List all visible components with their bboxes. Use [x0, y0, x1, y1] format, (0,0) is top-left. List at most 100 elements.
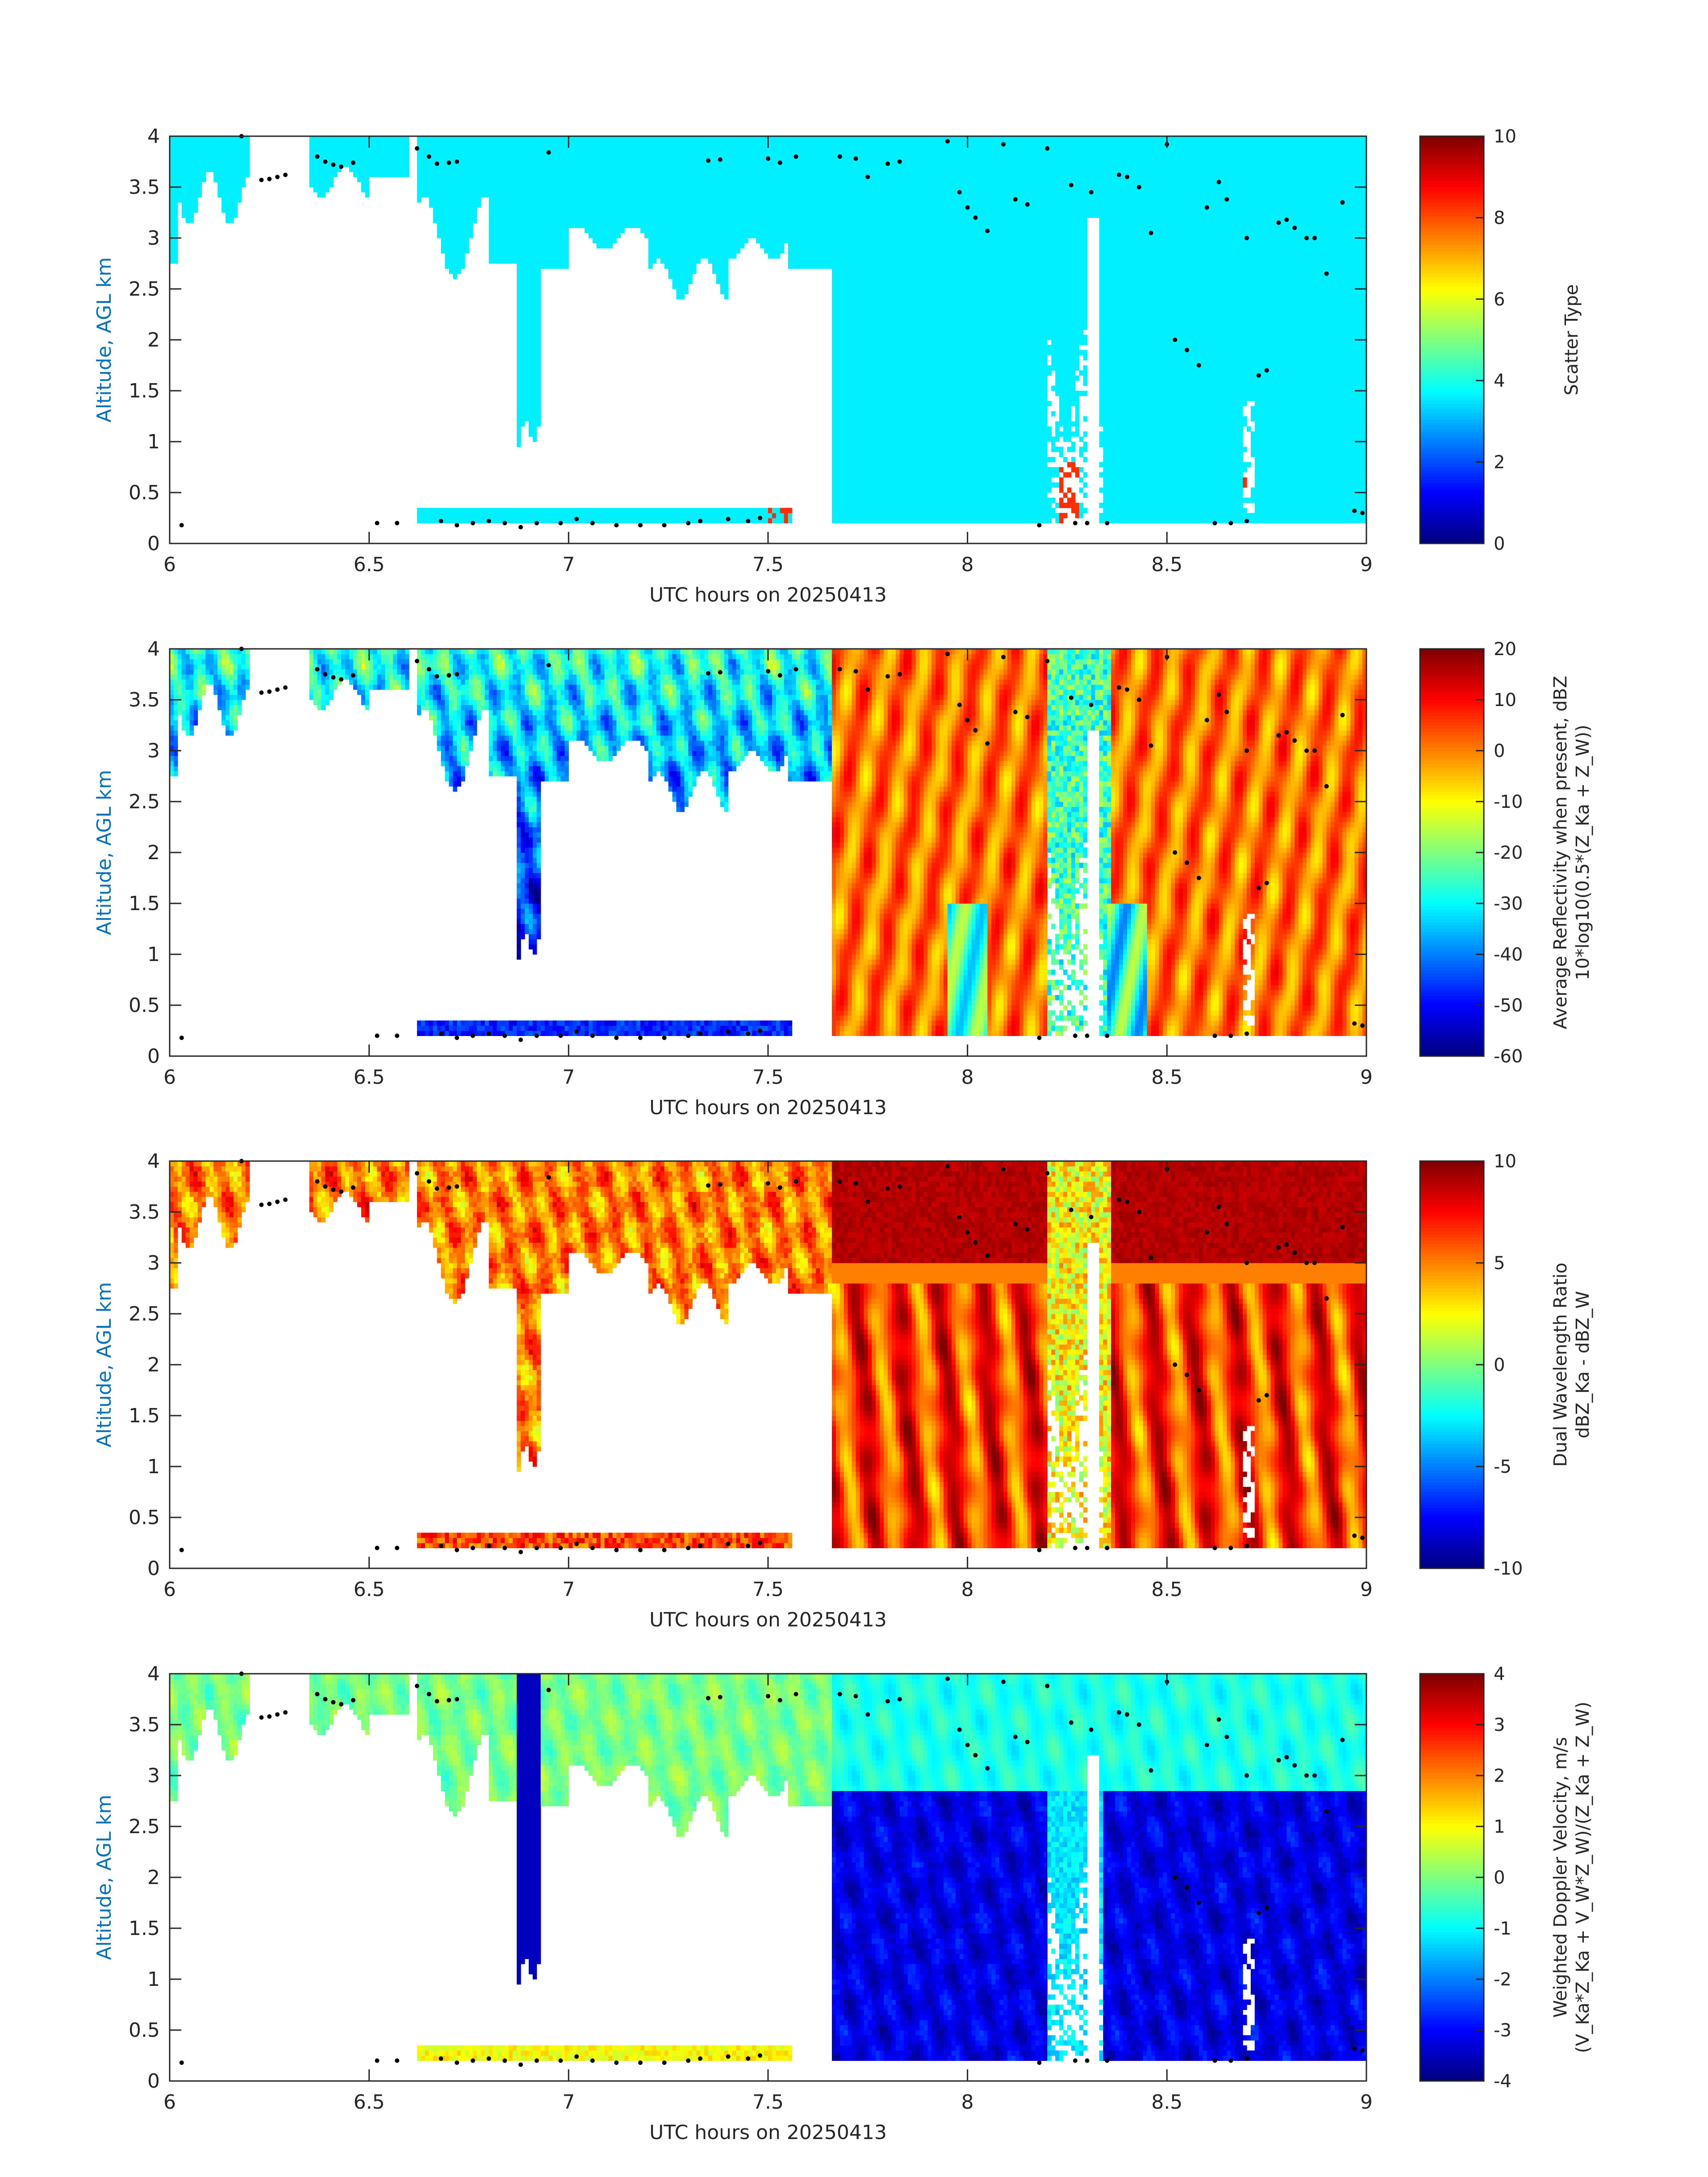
- heatmap-cell: [541, 518, 545, 523]
- heatmap-cell: [529, 187, 533, 192]
- heatmap-cell: [549, 233, 553, 238]
- heatmap-cell: [541, 187, 545, 192]
- heatmap-cell: [609, 151, 613, 157]
- heatmap-cell: [521, 217, 525, 223]
- heatmap-cell: [493, 259, 497, 264]
- heatmap-cell: [533, 386, 537, 391]
- heatmap-cell: [533, 182, 537, 188]
- heatmap-cell: [517, 172, 521, 177]
- heatmap-cell: [652, 157, 657, 162]
- heatmap-cell: [521, 406, 525, 411]
- heatmap-cell: [620, 172, 625, 177]
- heatmap-cell: [589, 182, 593, 188]
- heatmap-cell: [441, 187, 445, 192]
- heatmap-cell: [553, 508, 557, 513]
- heatmap-cell: [461, 518, 465, 523]
- heatmap-cell: [580, 136, 585, 142]
- heatmap-cell: [457, 248, 461, 254]
- heatmap-cell: [529, 406, 533, 411]
- heatmap-cell: [632, 508, 637, 513]
- heatmap-cell: [593, 513, 597, 518]
- heatmap-cell: [525, 279, 529, 284]
- heatmap-cell: [605, 187, 609, 192]
- heatmap-cell: [174, 259, 178, 264]
- heatmap-cell: [493, 192, 497, 197]
- heatmap-cell: [441, 182, 445, 188]
- heatmap-cell: [317, 167, 322, 172]
- heatmap-cell: [529, 279, 533, 284]
- heatmap-cell: [365, 177, 370, 182]
- heatmap-cell: [501, 253, 505, 259]
- heatmap-cell: [457, 182, 461, 188]
- heatmap-cell: [560, 248, 565, 254]
- heatmap-cell: [501, 146, 505, 152]
- heatmap-cell: [325, 151, 330, 157]
- heatmap-cell: [521, 345, 525, 350]
- heatmap-cell: [605, 151, 609, 157]
- heatmap-cell: [525, 233, 529, 238]
- heatmap-cell: [537, 162, 541, 167]
- heatmap-cell: [321, 167, 326, 172]
- heatmap-cell: [365, 192, 370, 197]
- heatmap-cell: [497, 518, 501, 523]
- heatmap-cell: [425, 192, 430, 197]
- heatmap-cell: [182, 192, 186, 197]
- heatmap-cell: [564, 192, 569, 197]
- heatmap-cell: [529, 411, 533, 417]
- heatmap-cell: [441, 233, 445, 238]
- heatmap-cell: [545, 182, 549, 188]
- heatmap-cell: [234, 151, 238, 157]
- heatmap-cell: [628, 177, 633, 182]
- heatmap-cell: [329, 141, 334, 146]
- heatmap-cell: [652, 202, 657, 208]
- heatmap-cell: [609, 508, 613, 513]
- heatmap-cell: [421, 151, 426, 157]
- heatmap-cell: [652, 177, 657, 182]
- heatmap-cell: [226, 202, 230, 208]
- heatmap-cell: [453, 243, 457, 248]
- heatmap-cell: [545, 253, 549, 259]
- heatmap-cell: [553, 162, 557, 167]
- heatmap-cell: [572, 172, 577, 177]
- heatmap-cell: [640, 228, 645, 233]
- heatmap-cell: [557, 263, 561, 269]
- heatmap-cell: [477, 151, 481, 157]
- heatmap-cell: [493, 513, 497, 518]
- heatmap-cell: [246, 146, 250, 152]
- heatmap-cell: [525, 360, 529, 366]
- heatmap-cell: [525, 284, 529, 289]
- heatmap-cell: [640, 513, 645, 518]
- heatmap-cell: [517, 319, 521, 325]
- heatmap-cell: [505, 192, 509, 197]
- heatmap-cell: [357, 151, 362, 157]
- heatmap-cell: [560, 151, 565, 157]
- heatmap-cell: [453, 228, 457, 233]
- heatmap-cell: [529, 167, 533, 172]
- heatmap-cell: [525, 177, 529, 182]
- heatmap-cell: [529, 340, 533, 345]
- heatmap-cell: [509, 182, 513, 188]
- heatmap-cell: [421, 192, 426, 197]
- heatmap-cell: [174, 157, 178, 162]
- heatmap-cell: [617, 213, 621, 218]
- heatmap-cell: [489, 182, 493, 188]
- heatmap-cell: [238, 151, 242, 157]
- heatmap-cell: [517, 304, 521, 309]
- heatmap-cell: [485, 513, 489, 518]
- heatmap-cell: [589, 157, 593, 162]
- heatmap-cell: [521, 421, 525, 426]
- heatmap-cell: [174, 146, 178, 152]
- heatmap-cell: [505, 217, 509, 223]
- heatmap-cell: [620, 223, 625, 228]
- heatmap-cell: [620, 146, 625, 152]
- heatmap-cell: [313, 167, 318, 172]
- heatmap-cell: [441, 228, 445, 233]
- heatmap-cell: [174, 243, 178, 248]
- heatmap-cell: [513, 513, 517, 518]
- heatmap-cell: [190, 213, 194, 218]
- heatmap-cell: [485, 167, 489, 172]
- heatmap-cell: [636, 167, 641, 172]
- heatmap-cell: [549, 253, 553, 259]
- heatmap-cell: [593, 187, 597, 192]
- heatmap-cell: [517, 325, 521, 330]
